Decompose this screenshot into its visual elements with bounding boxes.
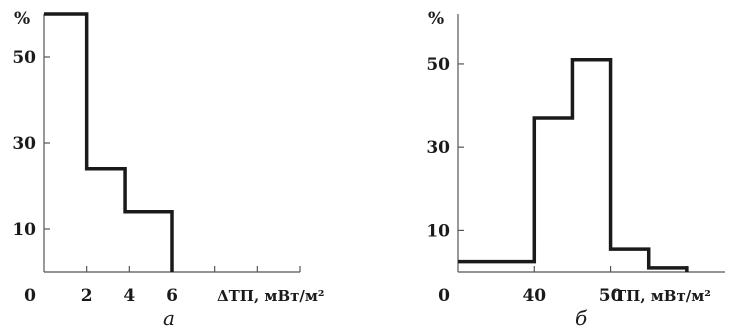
- panel-b-x-tick-label: 40: [522, 286, 546, 306]
- panel-b-y-unit: %: [428, 9, 444, 29]
- panel-b-histogram-outline: [458, 58, 689, 272]
- panel-b-x-tick-label: 0: [438, 286, 450, 306]
- panel-a-x-tick-label: 4: [123, 286, 135, 306]
- panel-a-x-tick-label: 6: [166, 286, 178, 306]
- panel-a-y-tick-label: 50: [12, 48, 36, 68]
- panel-b-y-tick-label: 30: [426, 138, 450, 158]
- panel-a-y-tick-label: 10: [12, 220, 36, 240]
- panel-a: % 10 30 50 0 2 4 6 ΔТП, мВт/м² а: [12, 9, 324, 329]
- panel-a-label: а: [163, 306, 175, 329]
- panel-a-y-unit: %: [14, 9, 30, 29]
- panel-a-x-tick-label: 2: [81, 286, 93, 306]
- panel-b-x-tick-label: 50: [599, 286, 623, 306]
- panel-b: % 10 30 50 0 40 50 ТП, мВт/м² б: [426, 9, 725, 329]
- panel-a-y-tick-label: 30: [12, 134, 36, 154]
- panel-a-x-tick-label: 0: [24, 286, 36, 306]
- panel-b-y-tick-label: 50: [426, 55, 450, 75]
- panel-b-y-tick-label: 10: [426, 221, 450, 241]
- panel-a-histogram-outline: [44, 12, 174, 272]
- panel-a-x-axis-label: ΔТП, мВт/м²: [217, 287, 325, 305]
- panel-b-label: б: [575, 306, 588, 329]
- panel-b-x-axis-label: ТП, мВт/м²: [615, 287, 711, 305]
